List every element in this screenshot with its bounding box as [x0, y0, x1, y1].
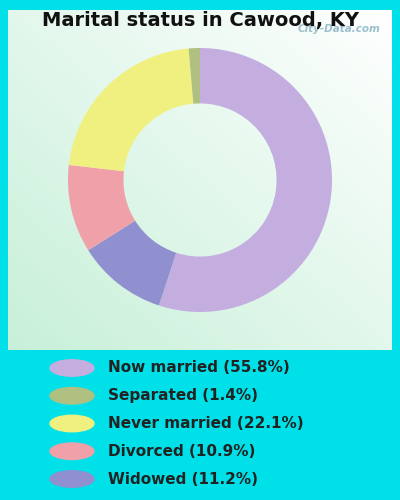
Circle shape — [50, 388, 94, 404]
Wedge shape — [159, 48, 332, 312]
Text: Marital status in Cawood, KY: Marital status in Cawood, KY — [42, 11, 358, 30]
Circle shape — [50, 443, 94, 460]
Circle shape — [50, 415, 94, 432]
Text: Now married (55.8%): Now married (55.8%) — [108, 360, 290, 376]
Wedge shape — [188, 48, 200, 104]
Wedge shape — [68, 165, 135, 250]
Text: Widowed (11.2%): Widowed (11.2%) — [108, 472, 258, 486]
Text: Never married (22.1%): Never married (22.1%) — [108, 416, 304, 431]
Text: Divorced (10.9%): Divorced (10.9%) — [108, 444, 255, 459]
Wedge shape — [88, 220, 176, 306]
Wedge shape — [69, 48, 193, 171]
Circle shape — [50, 471, 94, 487]
Circle shape — [50, 360, 94, 376]
Text: Separated (1.4%): Separated (1.4%) — [108, 388, 258, 403]
Text: City-Data.com: City-Data.com — [298, 24, 380, 34]
